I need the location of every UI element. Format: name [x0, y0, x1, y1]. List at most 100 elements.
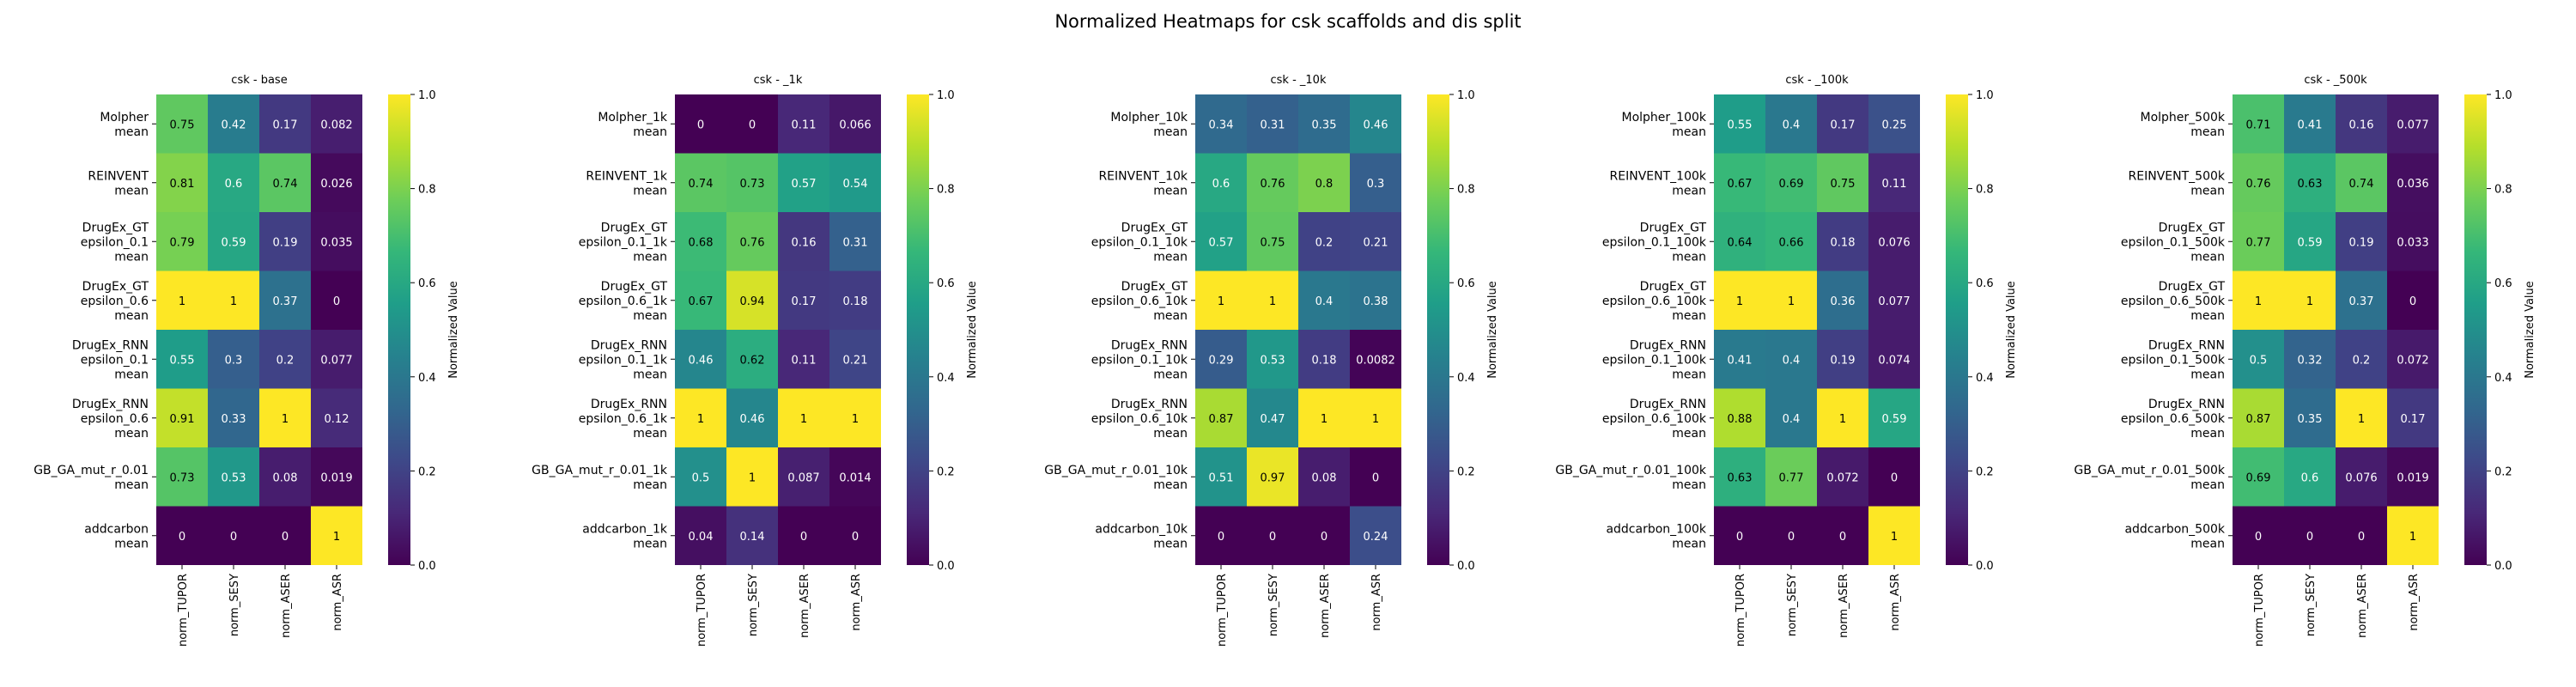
column-label: norm_SESY [228, 574, 241, 636]
column-label: norm_ASR [1889, 574, 1902, 631]
heatmap-cell [2336, 506, 2387, 565]
heatmap-cell [259, 153, 311, 212]
row-label-line: epsilon_0.6_500k [2121, 412, 2226, 426]
heatmap-cell [778, 212, 829, 271]
row-label: DrugEx_GT epsilon_0.6_100k mean [1602, 280, 1707, 323]
colorbar-tick-label: 0.2 [1457, 465, 1475, 478]
heatmap-cell [2387, 271, 2439, 330]
row-label-line: REINVENT_100k [1610, 169, 1707, 183]
heatmap-cell [1868, 94, 1920, 154]
row-label-line: mean [2190, 125, 2225, 139]
column-label: norm_ASER [1319, 574, 1332, 638]
cell-value-label: 0 [333, 295, 340, 308]
cell-value-label: 0.36 [1831, 295, 1856, 308]
row-label-line: epsilon_0.1 [81, 353, 149, 367]
row-label-line: Molpher_10k [1110, 111, 1188, 125]
column-label: norm_ASER [280, 574, 293, 638]
heatmap-cell [2233, 271, 2284, 330]
heatmap-cell [726, 506, 778, 565]
row-label: DrugEx_RNN epsilon_0.1_1k mean [579, 338, 668, 381]
cell-value-label: 0.37 [273, 295, 298, 308]
heatmap-cell [2284, 271, 2336, 330]
heatmap-cell [1817, 506, 1868, 565]
column-label: norm_ASR [2408, 574, 2421, 631]
row-label-line: DrugEx_GT [82, 280, 149, 294]
cell-value-label: 1 [333, 531, 340, 544]
cell-value-label: 0.31 [843, 236, 868, 249]
cell-value-label: 0.67 [689, 295, 714, 308]
heatmap-cell [259, 506, 311, 565]
cell-value-label: 0.69 [1779, 178, 1804, 191]
column-label: norm_ASR [1370, 574, 1383, 631]
cell-value-label: 0 [179, 531, 185, 544]
cell-value-label: 0.076 [1878, 236, 1910, 249]
heatmap-cell [1195, 153, 1247, 212]
row-label-line: DrugEx_GT [2159, 221, 2226, 234]
heatmap-cell [259, 94, 311, 154]
heatmap-cell [156, 388, 208, 447]
cell-value-label: 0.08 [273, 471, 298, 484]
heatmap-cell [1350, 447, 1401, 507]
row-label-line: epsilon_0.6_1k [579, 412, 668, 426]
row-label: DrugEx_RNN epsilon_0.6 mean [72, 398, 149, 441]
cell-value-label: 0.75 [1261, 236, 1285, 249]
heatmap-cell [1350, 212, 1401, 271]
heatmap-cell [1350, 388, 1401, 447]
colorbar-tick-label: 0.4 [418, 372, 436, 385]
cell-value-label: 0 [2409, 295, 2416, 308]
column-label: norm_ASR [850, 574, 863, 631]
cell-value-label: 1 [1788, 295, 1795, 308]
colorbar-tick-label: 0.8 [1457, 184, 1475, 197]
cell-value-label: 0.3 [225, 354, 243, 367]
cell-value-label: 0.37 [2349, 295, 2374, 308]
row-label: addcarbon_1k mean [582, 522, 668, 550]
cell-value-label: 1 [2358, 413, 2365, 426]
cell-value-label: 0.4 [1783, 119, 1801, 131]
colorbar-label: Normalized Value [447, 281, 460, 379]
heatmap-cell [1350, 330, 1401, 389]
cell-value-label: 0.38 [1364, 295, 1388, 308]
cell-value-label: 1 [2306, 295, 2313, 308]
heatmap-cell [2387, 153, 2439, 212]
row-label: DrugEx_RNN epsilon_0.6_100k mean [1602, 398, 1707, 441]
colorbar-tick-label: 0.0 [1976, 560, 1994, 573]
cell-value-label: 0.014 [839, 471, 871, 484]
cell-value-label: 0.16 [792, 236, 817, 249]
heatmap-cell [1714, 388, 1765, 447]
row-label: GB_GA_mut_r_0.01 mean [33, 464, 149, 492]
row-label-line: addcarbon_500k [2124, 522, 2225, 536]
heatmap-cell [156, 94, 208, 154]
row-label-line: DrugEx_RNN [1630, 398, 1706, 411]
row-label-line: epsilon_0.1_1k [579, 353, 668, 367]
cell-value-label: 0.46 [740, 413, 765, 426]
cell-value-label: 0.59 [222, 236, 246, 249]
row-label: DrugEx_RNN epsilon_0.6_500k mean [2121, 398, 2226, 441]
row-label: REINVENT_500k mean [2129, 169, 2226, 198]
cell-value-label: 0.18 [1312, 354, 1337, 367]
heatmap-cell [1298, 153, 1350, 212]
row-label-line: epsilon_0.1_500k [2121, 353, 2226, 367]
cell-value-label: 0.077 [2397, 119, 2428, 131]
heatmap-cell [1817, 447, 1868, 507]
column-label: norm_SESY [1786, 574, 1799, 636]
cell-value-label: 0.55 [1728, 119, 1753, 131]
cell-value-label: 0.35 [2298, 413, 2323, 426]
cell-value-label: 1 [179, 295, 185, 308]
heatmap-cell [2284, 330, 2336, 389]
colorbar-tick-label: 0.2 [418, 465, 436, 478]
row-label-line: mean [633, 250, 667, 264]
colorbar [1946, 94, 1968, 565]
row-label-line: DrugEx_RNN [1630, 338, 1706, 352]
heatmap-cell [726, 94, 778, 154]
cell-value-label: 0.64 [1728, 236, 1753, 249]
row-label-line: epsilon_0.1_10k [1091, 353, 1188, 367]
row-label-line: mean [1672, 368, 1706, 381]
cell-value-label: 0.033 [2397, 236, 2428, 249]
cell-value-label: 0.66 [1779, 236, 1804, 249]
heatmap-cell [1298, 330, 1350, 389]
heatmap-cell [2233, 388, 2284, 447]
row-label: addcarbon_100k mean [1606, 522, 1706, 550]
row-label-line: mean [633, 368, 667, 381]
heatmap-cell [2336, 447, 2387, 507]
